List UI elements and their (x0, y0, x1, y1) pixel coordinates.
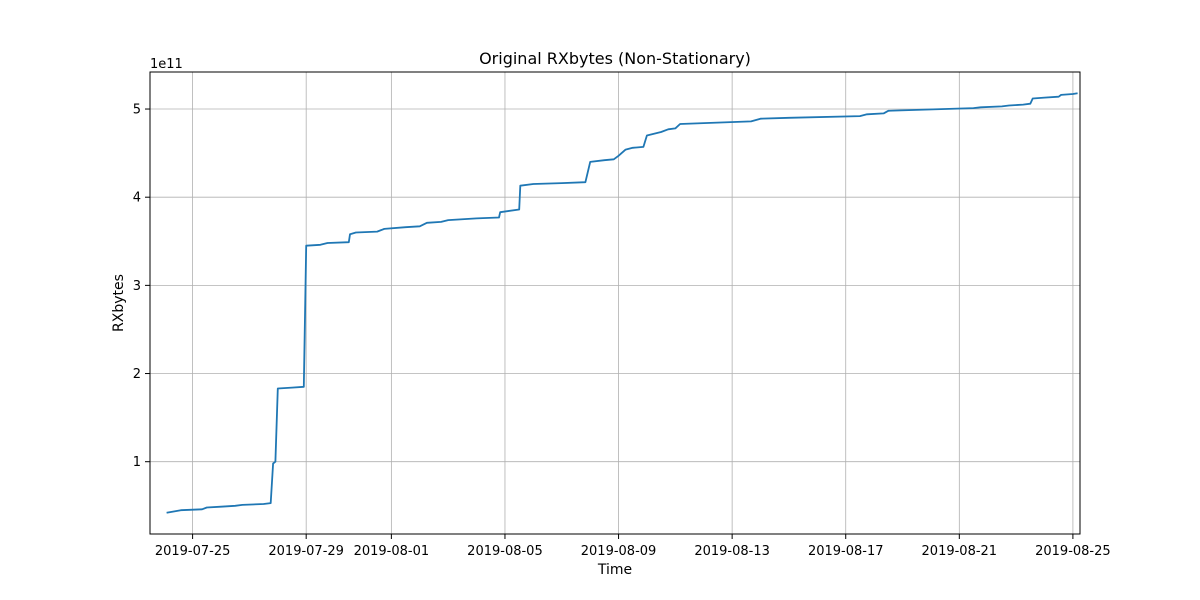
x-tick-label: 2019-08-13 (694, 544, 770, 559)
y-axis-label: RXbytes (111, 274, 127, 332)
chart-title: Original RXbytes (Non-Stationary) (479, 49, 751, 68)
x-tick-label: 2019-08-01 (354, 544, 430, 559)
y-tick-label: 3 (133, 279, 141, 294)
x-axis-label: Time (597, 562, 632, 578)
x-axis-ticks: 2019-07-25 2019-07-29 2019-08-01 2019-08-05… (155, 534, 1111, 559)
plot-frame (149, 71, 1081, 535)
x-tick-label: 2019-08-25 (1035, 544, 1111, 559)
x-tick-label: 2019-08-05 (467, 544, 543, 559)
y-tick-label: 4 (133, 191, 141, 206)
y-tick-label: 1 (133, 455, 141, 470)
series-line (166, 92, 1078, 514)
y-tick-label: 5 (133, 103, 141, 118)
y-tick-label: 2 (133, 367, 141, 382)
x-tick-label: 2019-08-09 (581, 544, 657, 559)
x-tick-label: 2019-07-25 (155, 544, 231, 559)
y-scale-note: 1e11 (150, 57, 183, 72)
y-axis-ticks: 1 2 3 4 5 (133, 103, 150, 470)
x-tick-label: 2019-08-17 (808, 544, 884, 559)
series-layer (166, 92, 1078, 514)
grid (150, 72, 1080, 534)
x-tick-label: 2019-07-29 (268, 544, 344, 559)
x-tick-label: 2019-08-21 (922, 544, 998, 559)
